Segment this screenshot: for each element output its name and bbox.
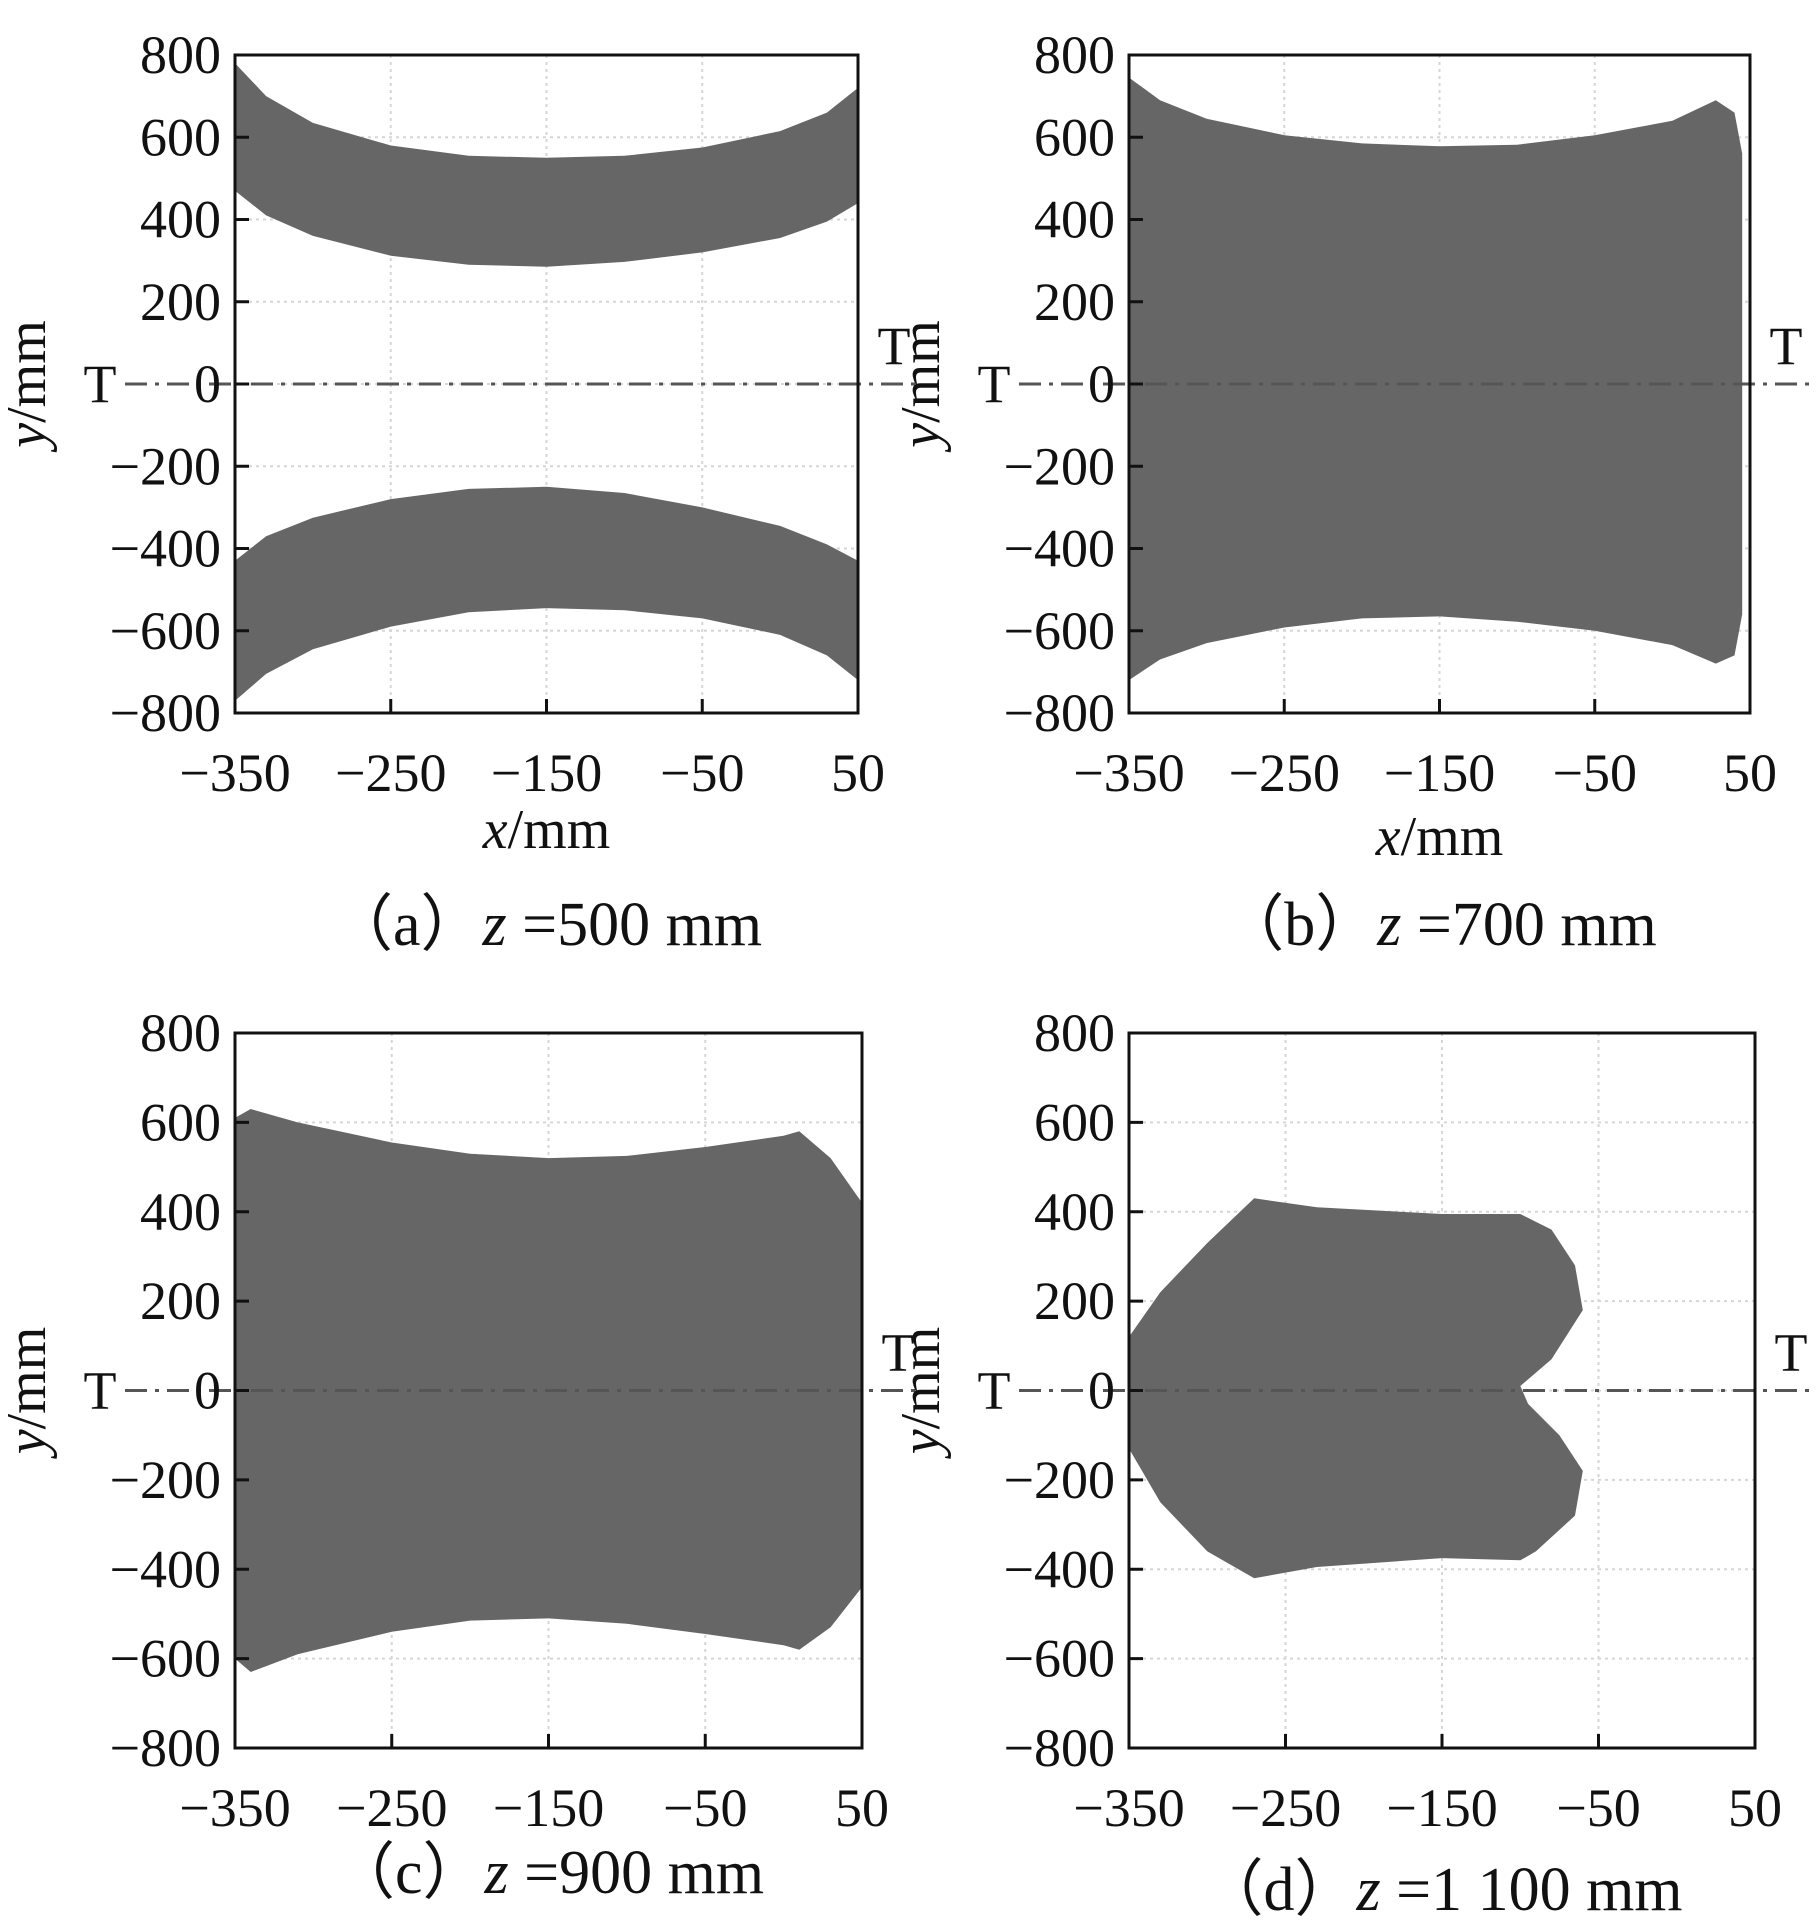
x-tick-label: −350 [179, 743, 290, 803]
panel-c: −350 −250 −150 −50 50 800 600 400 200 0 −200 −400 −6… [0, 1003, 922, 1907]
y-tick-label: −800 [110, 1718, 221, 1778]
regions-a [235, 63, 858, 701]
x-tick-label: −350 [1073, 1778, 1184, 1838]
y-tick-label: −800 [110, 683, 221, 743]
region-1 [1129, 1198, 1583, 1579]
x-tick-label: −50 [660, 743, 744, 803]
panel-caption: （d）z =1 100 mm [1201, 1856, 1682, 1924]
y-axis-label: y/mm [890, 320, 952, 453]
x-tick-label: −50 [663, 1778, 747, 1838]
y-tick-label: 600 [140, 107, 221, 167]
regions-b [1129, 77, 1743, 681]
panel-caption: （b）z =700 mm [1222, 891, 1657, 959]
region-1 [235, 63, 858, 267]
y-tick-label: −200 [110, 436, 221, 496]
y-tick-label: 400 [1034, 1182, 1115, 1242]
axis-marker-right: T [882, 1323, 915, 1383]
y-tick-label: 400 [1034, 190, 1115, 250]
region-2 [235, 486, 858, 701]
region-1 [1129, 77, 1743, 681]
x-tick-label: −250 [1229, 743, 1340, 803]
y-tick-label: 400 [140, 190, 221, 250]
y-tick-label: 800 [1034, 1003, 1115, 1063]
y-tick-label: 400 [140, 1182, 221, 1242]
axis-marker-left: T [84, 1361, 117, 1421]
x-tick-label: −250 [336, 1778, 447, 1838]
y-axis-label: y/mm [890, 1327, 952, 1460]
axis-marker-right: T [1770, 316, 1803, 376]
x-tick-label: −50 [1556, 1778, 1640, 1838]
y-axis-label: y/mm [0, 1327, 58, 1460]
y-tick-label: −200 [1004, 1450, 1115, 1510]
y-tick-label: 200 [140, 272, 221, 332]
panel-a: −350 −250 −150 −50 50 800 600 400 200 0 −200 −400 −6… [0, 25, 918, 959]
y-tick-label: −600 [1004, 1629, 1115, 1689]
y-tick-label: −600 [1004, 601, 1115, 661]
y-tick-label: 600 [140, 1092, 221, 1152]
y-tick-label: 800 [1034, 25, 1115, 85]
axis-marker-left: T [84, 354, 117, 414]
x-tick-label: −250 [335, 743, 446, 803]
x-tick-label: −150 [493, 1778, 604, 1838]
y-tick-label: −400 [1004, 519, 1115, 579]
x-axis-label: x/mm [482, 799, 611, 861]
panel-b: −350 −250 −150 −50 50 800 600 400 200 0 −200 −400 −6… [890, 25, 1810, 959]
panel-caption: （c）z =900 mm [333, 1839, 764, 1907]
y-axis-label: y/mm [0, 320, 58, 453]
y-tick-label: −800 [1004, 1718, 1115, 1778]
y-tick-label: −400 [110, 1539, 221, 1599]
panel-d: −350 −250 −150 −50 50 800 600 400 200 0 −200 −400 −6… [890, 1003, 1815, 1924]
x-tick-label: −150 [491, 743, 602, 803]
x-tick-label: 50 [831, 743, 885, 803]
axis-marker-left: T [978, 354, 1011, 414]
y-tick-label: 800 [140, 1003, 221, 1063]
y-tick-label: −200 [110, 1450, 221, 1510]
x-axis-label: x/mm [1375, 806, 1504, 868]
y-tick-label: 200 [140, 1271, 221, 1331]
y-tick-label: −800 [1004, 683, 1115, 743]
x-tick-label: −150 [1386, 1778, 1497, 1838]
y-tick-label: 800 [140, 25, 221, 85]
axis-marker-left: T [978, 1361, 1011, 1421]
x-tick-label: 50 [835, 1778, 889, 1838]
y-tick-label: −400 [110, 519, 221, 579]
y-tick-label: 200 [1034, 272, 1115, 332]
x-tick-label: 50 [1728, 1778, 1782, 1838]
y-tick-label: −200 [1004, 436, 1115, 496]
x-tick-label: −250 [1230, 1778, 1341, 1838]
y-tick-label: 0 [1088, 1361, 1115, 1421]
x-tick-label: −50 [1553, 743, 1637, 803]
x-tick-label: −350 [1073, 743, 1184, 803]
x-tick-label: −150 [1384, 743, 1495, 803]
y-tick-label: −600 [110, 1629, 221, 1689]
axis-marker-right: T [878, 316, 911, 376]
y-tick-label: 0 [194, 354, 221, 414]
x-tick-label: −350 [179, 1778, 290, 1838]
x-tick-label: 50 [1723, 743, 1777, 803]
regions-d [1129, 1198, 1583, 1579]
axis-marker-right: T [1775, 1323, 1808, 1383]
y-tick-label: 600 [1034, 107, 1115, 167]
y-tick-label: 200 [1034, 1271, 1115, 1331]
y-tick-label: 0 [1088, 354, 1115, 414]
y-tick-label: −400 [1004, 1539, 1115, 1599]
panel-caption: （a）z =500 mm [331, 891, 762, 959]
y-tick-label: 0 [194, 1361, 221, 1421]
y-tick-label: 600 [1034, 1092, 1115, 1152]
y-tick-label: −600 [110, 601, 221, 661]
